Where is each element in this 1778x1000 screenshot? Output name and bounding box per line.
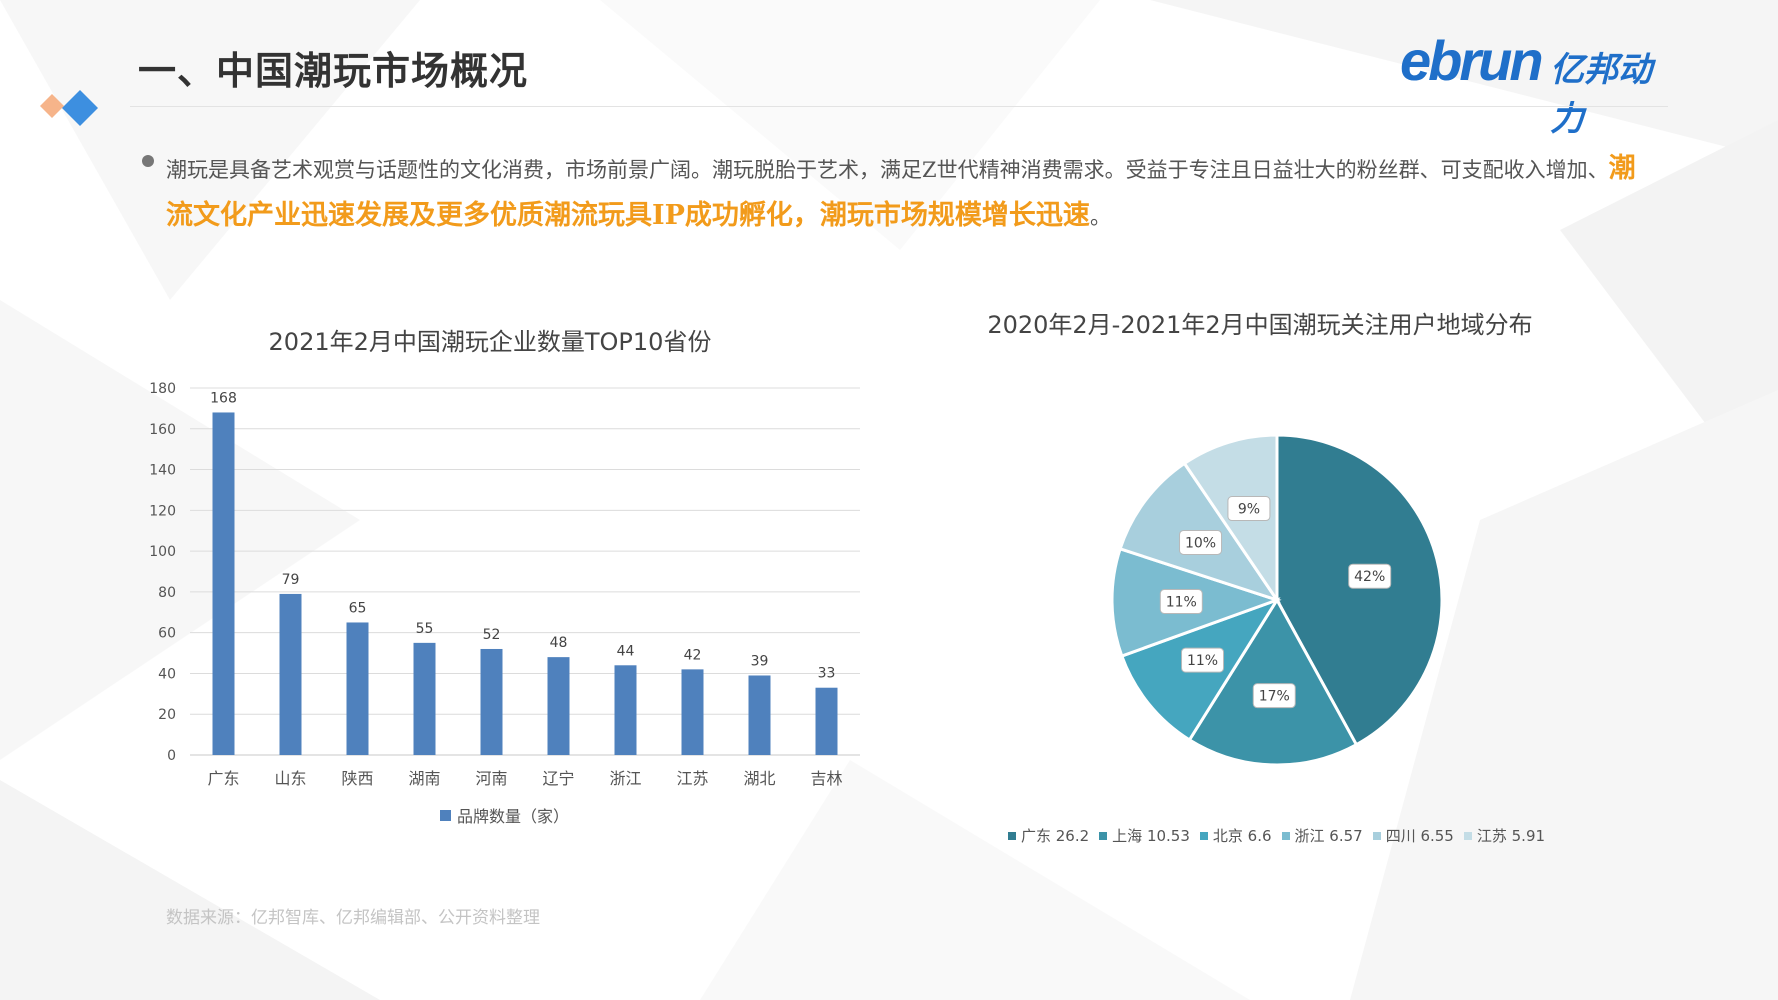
legend-label: 浙江 6.57 xyxy=(1294,827,1363,845)
y-tick-label: 0 xyxy=(167,748,176,764)
bar xyxy=(815,687,838,755)
legend-swatch xyxy=(1281,831,1290,840)
data-label: 48 xyxy=(550,635,568,651)
x-tick-label: 湖北 xyxy=(743,769,775,788)
x-tick-label: 湖南 xyxy=(408,769,440,788)
legend-swatch xyxy=(440,809,451,821)
y-tick-label: 80 xyxy=(158,585,176,601)
bar-chart-title: 2021年2月中国潮玩企业数量TOP10省份 xyxy=(268,328,712,356)
slice-label-box xyxy=(1159,588,1203,614)
data-label: 55 xyxy=(416,621,434,637)
bar xyxy=(748,675,771,755)
slice-label: 11% xyxy=(1187,653,1218,669)
bar xyxy=(212,412,235,755)
legend-label: 江苏 5.91 xyxy=(1476,827,1546,845)
x-tick-label: 广东 xyxy=(207,769,239,788)
data-label: 44 xyxy=(617,643,635,659)
bar xyxy=(547,657,570,755)
data-label: 33 xyxy=(818,666,836,682)
legend-label: 北京 6.6 xyxy=(1212,827,1272,845)
x-tick-label: 浙江 xyxy=(609,769,641,788)
logo-text-cn: 亿邦动力 xyxy=(1550,50,1652,139)
legend-swatch xyxy=(1463,831,1472,840)
brand-logo: ebrun 亿邦动力 xyxy=(1400,29,1670,139)
page-title: 一、中国潮玩市场概况 xyxy=(138,49,529,93)
legend-swatch xyxy=(1199,831,1208,840)
y-tick-label: 60 xyxy=(158,626,176,642)
y-tick-label: 140 xyxy=(149,463,176,479)
y-tick-label: 160 xyxy=(149,422,176,438)
legend-label: 上海 10.53 xyxy=(1112,827,1190,845)
pie-chart-legend: 广东 26.2 上海 10.53 北京 6.6 浙江 6.57 四川 6.55 江苏 5.… xyxy=(1008,825,1545,846)
legend-item: 广东 26.2 xyxy=(1008,825,1089,846)
diamond-ornament-icon xyxy=(40,90,98,126)
data-label: 79 xyxy=(282,572,300,588)
data-source-note: 数据来源：亿邦智库、亿邦编辑部、公开资料整理 xyxy=(166,908,540,928)
legend-item: 江苏 5.91 xyxy=(1463,825,1546,846)
bar xyxy=(279,593,302,755)
legend-swatch xyxy=(1008,831,1016,840)
legend-swatch xyxy=(1099,831,1108,840)
y-tick-label: 100 xyxy=(149,544,176,560)
x-tick-label: 河南 xyxy=(475,769,507,788)
pie-slice xyxy=(1187,597,1359,767)
legend-swatch xyxy=(1372,831,1381,840)
slice-label: 9% xyxy=(1238,502,1260,518)
header-divider xyxy=(130,106,1668,107)
x-tick-label: 山东 xyxy=(274,769,306,788)
intro-end: 。 xyxy=(1089,205,1111,229)
y-tick-label: 180 xyxy=(149,381,176,397)
bar-chart-legend: 品牌数量（家） xyxy=(440,803,569,827)
legend-label: 广东 26.2 xyxy=(1021,827,1090,845)
pie-slice xyxy=(1275,433,1444,747)
bar xyxy=(480,648,503,755)
legend-item: 浙江 6.57 xyxy=(1281,825,1363,846)
slice-label: 11% xyxy=(1166,594,1197,610)
slice-label-box xyxy=(1348,563,1392,589)
y-tick-label: 40 xyxy=(158,666,176,682)
legend-item: 四川 6.55 xyxy=(1372,825,1454,846)
legend-label: 品牌数量（家） xyxy=(457,807,570,826)
data-label: 42 xyxy=(684,647,702,663)
x-tick-label: 江苏 xyxy=(676,769,708,788)
bar xyxy=(614,665,637,755)
x-tick-label: 陕西 xyxy=(341,769,373,788)
data-label: 168 xyxy=(210,390,237,406)
legend-item: 北京 6.6 xyxy=(1199,825,1272,846)
x-tick-label: 吉林 xyxy=(810,769,842,788)
bullet-icon xyxy=(142,155,154,167)
intro-text: 潮玩是具备艺术观赏与话题性的文化消费，市场前景广阔。潮玩脱胎于艺术，满足Z世代精… xyxy=(166,158,1609,182)
slice-label: 10% xyxy=(1185,535,1216,551)
intro-paragraph: 潮玩是具备艺术观赏与话题性的文化消费，市场前景广阔。潮玩脱胎于艺术，满足Z世代精… xyxy=(166,146,1646,240)
bar xyxy=(346,622,369,755)
slice-label: 42% xyxy=(1354,569,1385,585)
slice-label-box xyxy=(1252,683,1296,709)
slice-label: 17% xyxy=(1259,689,1290,705)
data-label: 39 xyxy=(751,653,769,669)
slice-label-box xyxy=(1179,529,1223,555)
bar xyxy=(681,669,704,755)
pie-chart-title: 2020年2月-2021年2月中国潮玩关注用户地域分布 xyxy=(987,311,1533,339)
bar-chart: 0 20 40 60 80 100 120 140 160 180 168 广东 79 山东 65 陕西 55 湖… xyxy=(149,381,860,788)
y-tick-label: 120 xyxy=(149,503,176,519)
slice-label-box xyxy=(1227,496,1271,522)
legend-label: 四川 6.55 xyxy=(1385,827,1454,845)
data-label: 52 xyxy=(483,627,501,643)
slice-label-box xyxy=(1181,647,1225,673)
data-label: 65 xyxy=(349,600,367,616)
x-tick-label: 辽宁 xyxy=(542,769,574,788)
legend-item: 上海 10.53 xyxy=(1099,825,1190,846)
bar xyxy=(413,642,436,755)
pie-chart: 42% 17% 11% 11% 10% 9% xyxy=(1110,433,1444,767)
y-tick-label: 20 xyxy=(158,707,176,723)
intro-highlight: 潮流文化产业迅速发展及更多优质潮流玩具IP成功孵化，潮玩市场规模增长迅速 xyxy=(166,153,1636,231)
logo-text-en: ebrun xyxy=(1400,29,1544,92)
